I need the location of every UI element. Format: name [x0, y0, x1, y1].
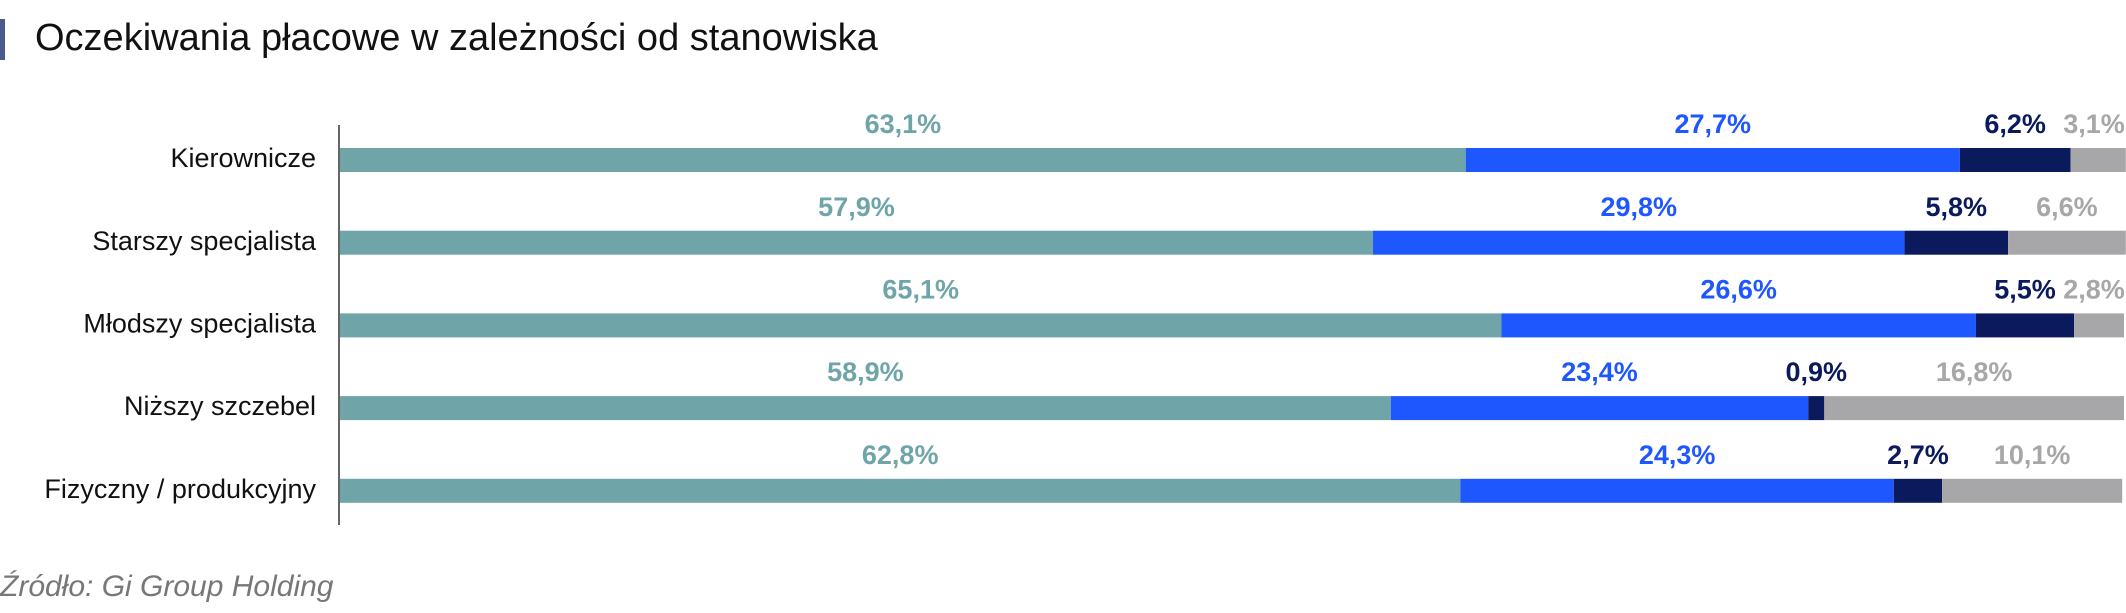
bar-segment	[340, 313, 1502, 338]
value-label: 23,4%	[1561, 357, 1638, 387]
y-tick-label: Starszy specjalista	[92, 226, 317, 256]
bar-segment	[340, 478, 1461, 503]
value-label: 2,7%	[1887, 440, 1949, 470]
value-label: 5,5%	[1994, 275, 2056, 305]
bar-segment	[1975, 313, 2075, 338]
source-note: Źródło: Gi Group Holding	[0, 570, 334, 603]
bar-segment	[1390, 396, 1809, 421]
bar-segment	[1824, 396, 2124, 421]
bar-segment	[340, 396, 1391, 421]
bar-segment	[1942, 478, 2123, 503]
bar-segment	[340, 148, 1466, 172]
value-label: 65,1%	[882, 275, 959, 305]
value-label: 62,8%	[862, 440, 939, 470]
value-label: 2,8%	[2063, 275, 2125, 305]
value-label: 3,1%	[2063, 109, 2125, 139]
value-label: 6,6%	[2036, 192, 2098, 222]
bar-segment	[1904, 230, 2009, 255]
y-tick-label: Niższy szczebel	[124, 391, 316, 421]
bar-segment	[1501, 313, 1976, 338]
value-label: 27,7%	[1675, 109, 1752, 139]
y-tick-label: Fizyczny / produkcyjny	[44, 474, 316, 504]
value-label: 6,2%	[1984, 109, 2046, 139]
value-label: 63,1%	[865, 109, 942, 139]
bar-segment	[1959, 148, 2071, 172]
value-label: 24,3%	[1639, 440, 1716, 470]
title-accent	[0, 19, 5, 60]
bar-segment	[1465, 148, 1960, 172]
bar-segment	[2074, 313, 2124, 338]
y-tick-label: Młodszy specjalista	[83, 309, 317, 339]
bar-segment	[1372, 230, 1905, 255]
value-label: 29,8%	[1600, 192, 1677, 222]
value-label: 0,9%	[1785, 357, 1847, 387]
bar-segment	[1460, 478, 1894, 503]
value-label: 58,9%	[827, 357, 904, 387]
bar-segment	[2070, 148, 2126, 172]
value-label: 57,9%	[818, 192, 895, 222]
bar-segment	[1808, 396, 1825, 421]
bar-segment	[340, 230, 1373, 255]
value-label: 16,8%	[1936, 357, 2013, 387]
chart-title: Oczekiwania płacowe w zależności od stan…	[35, 17, 879, 59]
value-label: 26,6%	[1700, 275, 1777, 305]
value-label: 10,1%	[1994, 440, 2071, 470]
bar-segment	[2008, 230, 2126, 255]
bar-segment	[1893, 478, 1943, 503]
y-tick-label: Kierownicze	[170, 143, 316, 173]
value-label: 5,8%	[1926, 192, 1988, 222]
